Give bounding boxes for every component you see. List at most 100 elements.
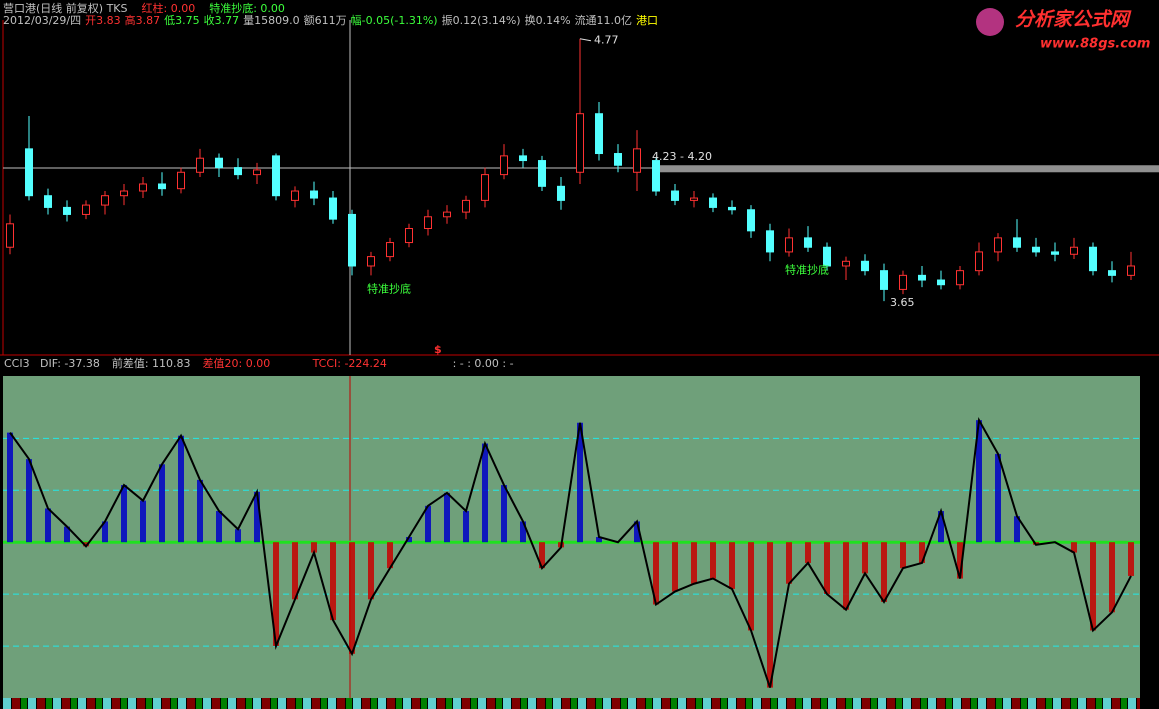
candle-body (861, 260, 869, 272)
candle-body (63, 206, 71, 215)
cci-bar (292, 542, 298, 600)
candle-body (405, 227, 413, 244)
candle-body (994, 237, 1002, 253)
header-item: 红柱: 0.00 (141, 2, 196, 15)
header-item: 营口港(日线 前复权) TKS (3, 2, 128, 15)
cci-bar (83, 542, 89, 547)
candle-body (785, 237, 793, 253)
cci-bar (406, 537, 412, 543)
cci-bar (216, 511, 222, 543)
high-pointer (579, 38, 592, 42)
candle-body (804, 237, 812, 248)
cci-bar (1109, 542, 1115, 613)
high-label: 4.77 (594, 34, 619, 47)
cci-bar (596, 537, 602, 543)
cci-bar (919, 542, 925, 563)
candle-body (481, 174, 489, 201)
logo-icon (976, 8, 1004, 36)
candle-body (633, 148, 641, 173)
candle-body (424, 216, 432, 229)
candle-body (937, 279, 945, 286)
cci-bar (1014, 516, 1020, 543)
header-item: 振0.12(3.14%) (441, 14, 521, 27)
candle-body (766, 230, 774, 253)
candle-body (120, 190, 128, 197)
cci-bar (425, 505, 431, 543)
candle-body (139, 183, 147, 192)
candle-body (1013, 237, 1021, 248)
header-item: 流通11.0亿 (574, 14, 633, 27)
cci-bar (539, 542, 545, 569)
cci-bar (653, 542, 659, 605)
header-item: 高3.87 (124, 14, 161, 27)
candle-body (1070, 246, 1078, 255)
candle-body (975, 251, 983, 272)
cci-bar (444, 492, 450, 543)
candle-body (6, 223, 14, 248)
candle-body (272, 155, 280, 197)
cci-title: CCI3 (4, 357, 30, 370)
cci-bar (1090, 542, 1096, 631)
cci-bar (349, 542, 355, 654)
price-band (656, 165, 1159, 173)
candle-body (709, 197, 717, 208)
cci-bar (862, 542, 868, 574)
cci-bar (254, 491, 260, 543)
header-line1: 营口港(日线 前复权) TKS 红柱: 0.00 特准抄底: 0.00 (3, 0, 285, 16)
candle-body (747, 209, 755, 232)
cci-bar (710, 542, 716, 579)
candle-body (348, 213, 356, 267)
cci-bar (387, 542, 393, 569)
header-item: 幅-0.05(-1.31%) (350, 14, 438, 27)
candle-body (291, 190, 299, 201)
cci-bar (197, 479, 203, 543)
header-line2: 2012/03/29/四 开3.83 高3.87 低3.75 收3.77 量15809.0… (3, 12, 658, 28)
candle-body (842, 260, 850, 267)
candle-body (367, 256, 375, 267)
signal-label: 特准抄底 (367, 281, 411, 295)
cci-bar (843, 542, 849, 610)
candle-body (462, 199, 470, 213)
cci-label: 前差值: 110.83 (112, 356, 191, 370)
cci-label: TCCI: -224.24 (312, 357, 387, 370)
candle-body (329, 197, 337, 220)
candle-body (576, 113, 584, 173)
cci-bar (330, 542, 336, 621)
header-item: 低3.75 (164, 14, 200, 27)
cci-bar (273, 542, 279, 647)
cci-bar (235, 529, 241, 543)
logo-title: 分析家公式网 (1015, 9, 1132, 31)
candle-body (196, 157, 204, 173)
header-item: 量15809.0 (243, 14, 300, 27)
cci-bar (786, 542, 792, 584)
cci-bar (805, 542, 811, 563)
cci-bar (1128, 542, 1134, 576)
candle-body (956, 270, 964, 286)
cci-bar (900, 542, 906, 569)
candle-body (823, 246, 831, 267)
cci-label: 差值20: 0.00 (203, 356, 271, 370)
cci-bar (1071, 542, 1077, 553)
cci-bar (976, 420, 982, 543)
candle-body (1032, 246, 1040, 253)
candle-body (918, 274, 926, 281)
cci-bar (957, 542, 963, 579)
candle-body (158, 183, 166, 190)
cci-bar (45, 508, 51, 543)
candle-body (253, 169, 261, 176)
header-item: 收3.77 (203, 14, 240, 27)
cci-bar (577, 422, 583, 543)
candle-body (557, 185, 565, 201)
cci-label: : - : 0.00 : - (453, 357, 514, 370)
header-item: 港口 (636, 14, 659, 27)
marker: $ (434, 343, 442, 356)
candle-body (671, 190, 679, 201)
header-item: 额611万 (303, 14, 347, 27)
candle-body (443, 211, 451, 218)
cci-bar (748, 542, 754, 631)
candle-body (177, 171, 185, 190)
candle-body (1108, 270, 1116, 276)
header-item: 换0.14% (524, 14, 571, 27)
